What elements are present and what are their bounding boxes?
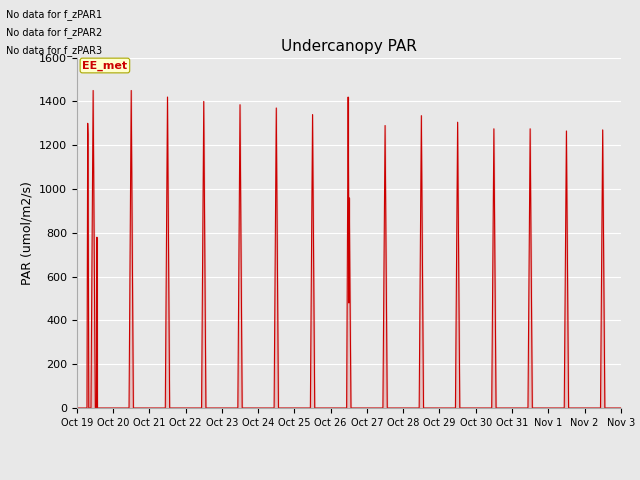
Text: No data for f_zPAR1: No data for f_zPAR1: [6, 9, 102, 20]
Text: No data for f_zPAR2: No data for f_zPAR2: [6, 27, 102, 38]
Y-axis label: PAR (umol/m2/s): PAR (umol/m2/s): [20, 181, 33, 285]
Title: Undercanopy PAR: Undercanopy PAR: [281, 39, 417, 54]
Text: No data for f_zPAR3: No data for f_zPAR3: [6, 45, 102, 56]
Text: EE_met: EE_met: [83, 60, 127, 71]
Legend: PAR_in: PAR_in: [302, 477, 396, 480]
